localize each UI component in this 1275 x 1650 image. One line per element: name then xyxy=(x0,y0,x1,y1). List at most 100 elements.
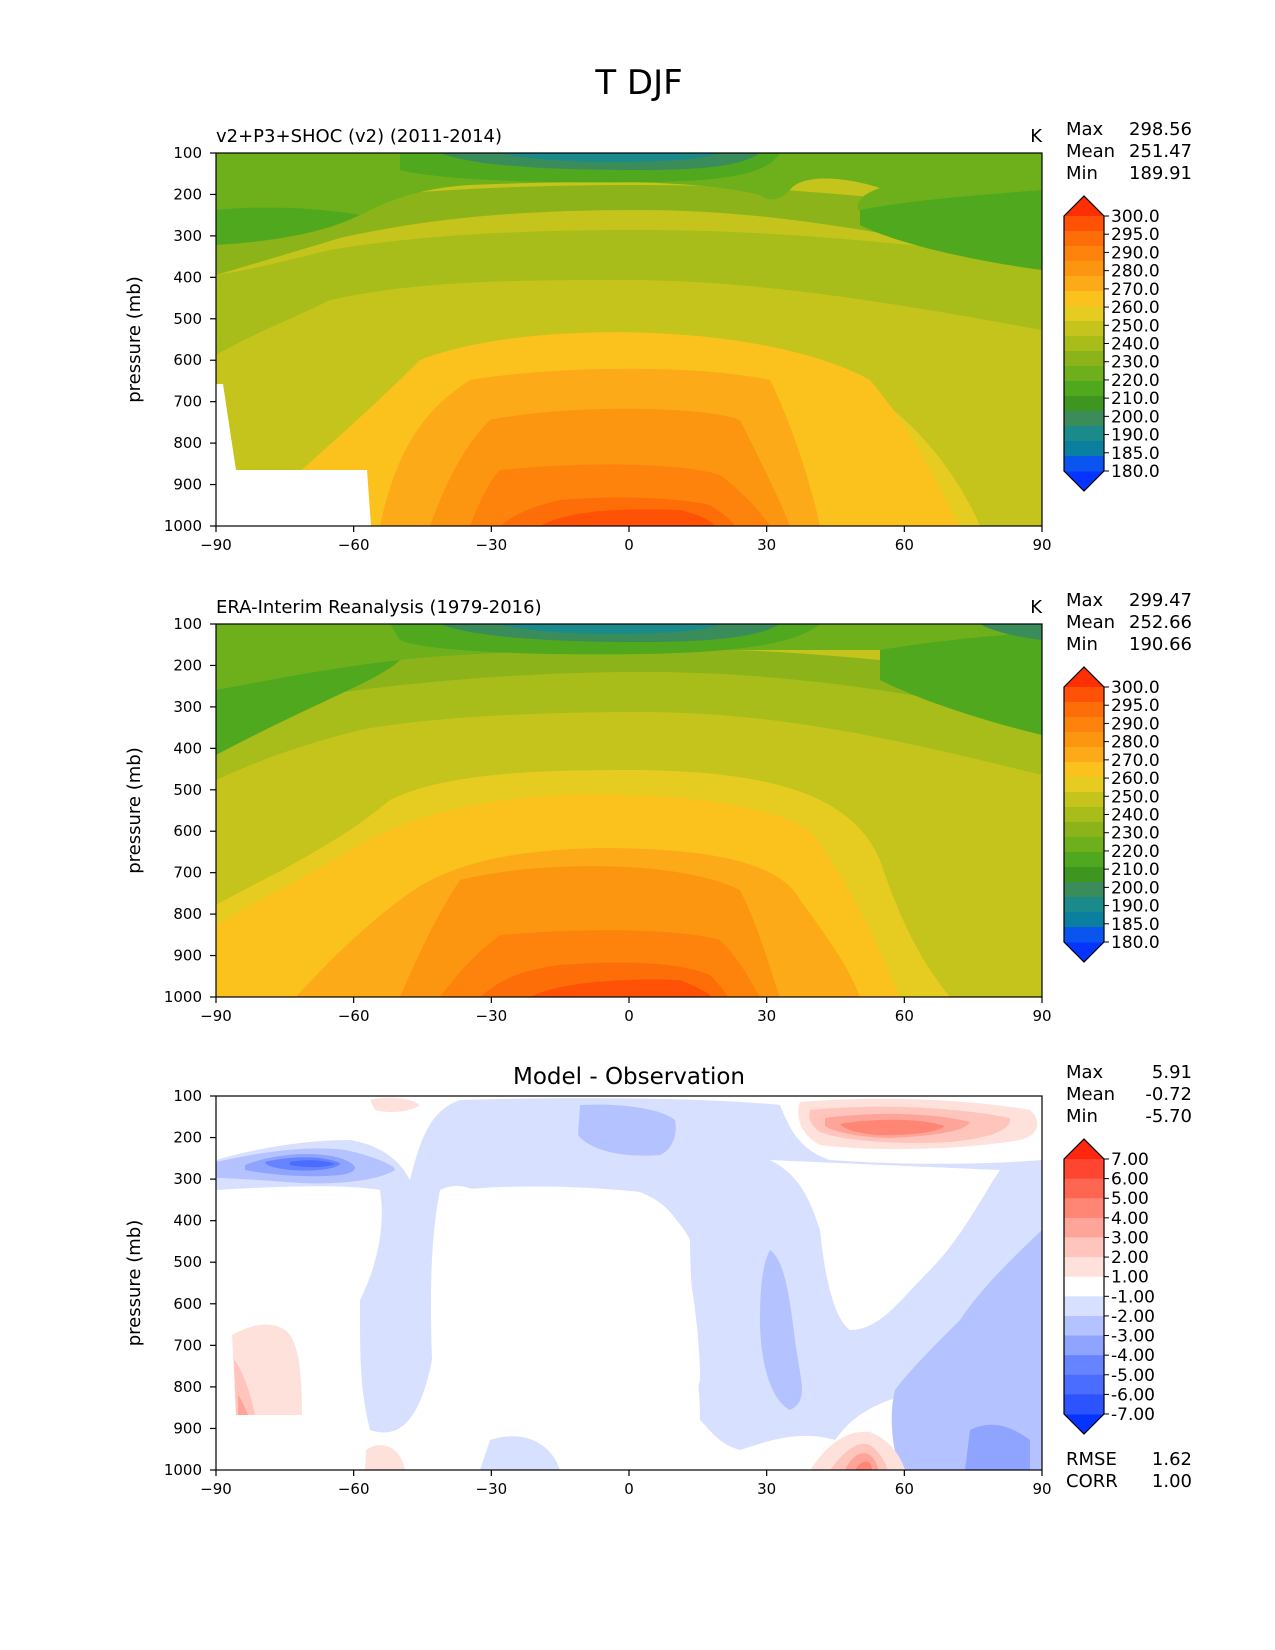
y-tick-label: 600 xyxy=(173,1295,202,1313)
x-tick-label: 0 xyxy=(624,1007,634,1025)
colorbar-swatch xyxy=(1064,762,1104,778)
colorbar-swatch xyxy=(1064,1394,1104,1415)
y-axis-label: pressure (mb) xyxy=(124,1220,145,1346)
panel-model: v2+P3+SHOC (v2) (2011-2014) K Max 298.56… xyxy=(124,119,1192,554)
obs-panel-title: ERA-Interim Reanalysis (1979-2016) xyxy=(216,597,542,618)
colorbar-swatch xyxy=(1064,1315,1104,1337)
colorbar-tick-label: 300.0 xyxy=(1111,678,1160,698)
diff-rmse-value: 1.62 xyxy=(1152,1449,1192,1470)
colorbar-extend-max xyxy=(1064,667,1104,687)
colorbar-swatch xyxy=(1064,1159,1104,1180)
y-tick-label: 300 xyxy=(173,698,202,716)
diff-corr-label: CORR xyxy=(1066,1471,1118,1492)
colorbar-tick-label: 270.0 xyxy=(1111,751,1160,771)
colorbar-swatch xyxy=(1064,1178,1104,1199)
colorbar-tick-label: 230.0 xyxy=(1111,353,1160,373)
colorbar-tick-label: -5.00 xyxy=(1111,1366,1155,1386)
y-tick-label: 1000 xyxy=(164,1461,202,1479)
obs-stat-max-value: 299.47 xyxy=(1129,590,1192,611)
colorbar-tick-label: 1.00 xyxy=(1111,1268,1149,1288)
colorbar-swatch xyxy=(1064,1257,1104,1278)
colorbar-tick-label: 295.0 xyxy=(1111,696,1160,716)
diff-stat-min-label: Min xyxy=(1066,1106,1098,1127)
y-tick-label: 100 xyxy=(173,1087,202,1105)
x-tick-label: −90 xyxy=(200,536,232,554)
y-tick-label: 100 xyxy=(173,144,202,162)
colorbar-extend-min xyxy=(1064,1414,1104,1434)
colorbar-swatch xyxy=(1064,321,1104,337)
x-tick-label: 90 xyxy=(1032,1480,1051,1498)
x-tick-label: −60 xyxy=(338,1480,370,1498)
x-tick-label: 30 xyxy=(757,536,776,554)
colorbar-tick-label: 180.0 xyxy=(1111,933,1160,953)
obs-stat-max-label: Max xyxy=(1066,590,1104,611)
x-tick-label: −30 xyxy=(476,1480,508,1498)
colorbar-swatch xyxy=(1064,1198,1104,1219)
obs-colorbar: 300.0295.0290.0280.0270.0260.0250.0240.0… xyxy=(1063,666,1160,963)
colorbar-swatch xyxy=(1064,1237,1104,1258)
colorbar-tick-label: 190.0 xyxy=(1111,426,1160,446)
x-tick-label: −90 xyxy=(200,1480,232,1498)
x-tick-label: 60 xyxy=(895,1007,914,1025)
colorbar-tick-label: 190.0 xyxy=(1111,897,1160,917)
x-tick-label: −60 xyxy=(338,536,370,554)
y-tick-label: 800 xyxy=(173,1378,202,1396)
y-tick-label: 800 xyxy=(173,905,202,923)
colorbar-tick-label: 280.0 xyxy=(1111,733,1160,753)
model-axes: −90 −60 −30 0 30 60 90 100 200 300 400 500 600 700 800… xyxy=(124,144,1052,554)
colorbar-swatch xyxy=(1064,1276,1104,1297)
colorbar-tick-label: 185.0 xyxy=(1111,444,1160,464)
colorbar-extend-max xyxy=(1064,1139,1104,1159)
colorbar-tick-label: 290.0 xyxy=(1111,714,1160,734)
colorbar-tick-label: 250.0 xyxy=(1111,787,1160,807)
colorbar-swatch xyxy=(1064,216,1104,232)
y-tick-label: 900 xyxy=(173,947,202,965)
colorbar-tick-label: -1.00 xyxy=(1111,1287,1155,1307)
x-tick-label: −30 xyxy=(476,536,508,554)
y-tick-label: 1000 xyxy=(164,517,202,535)
diff-metrics: RMSE 1.62 CORR 1.00 xyxy=(1066,1449,1192,1492)
colorbar-swatch xyxy=(1064,1335,1104,1356)
diff-rmse-label: RMSE xyxy=(1066,1449,1117,1470)
panel-difference: Model - Observation Max 5.91 Mean -0.72 … xyxy=(124,1062,1192,1498)
colorbar-swatch xyxy=(1064,717,1104,733)
colorbar-extend-max xyxy=(1064,196,1104,216)
colorbar-swatch xyxy=(1064,702,1104,718)
colorbar-swatch xyxy=(1064,687,1104,703)
colorbar-swatch xyxy=(1064,411,1104,427)
y-tick-label: 600 xyxy=(173,822,202,840)
diff-axes: −90 −60 −30 0 30 60 90 100 200 300 400 500 600 700 800… xyxy=(124,1087,1052,1498)
model-stat-min-label: Min xyxy=(1066,163,1098,184)
diff-stats: Max 5.91 Mean -0.72 Min -5.70 xyxy=(1066,1062,1192,1127)
y-tick-label: 300 xyxy=(173,1170,202,1188)
diff-corr-value: 1.00 xyxy=(1152,1471,1192,1492)
colorbar-swatch xyxy=(1064,381,1104,397)
model-panel-title: v2+P3+SHOC (v2) (2011-2014) xyxy=(216,126,502,147)
diff-stat-mean-value: -0.72 xyxy=(1145,1084,1192,1105)
diff-stat-mean-label: Mean xyxy=(1066,1084,1115,1105)
y-tick-label: 600 xyxy=(173,351,202,369)
colorbar-tick-label: 280.0 xyxy=(1111,262,1160,282)
colorbar-tick-label: 185.0 xyxy=(1111,915,1160,935)
colorbar-tick-label: 240.0 xyxy=(1111,335,1160,355)
colorbar-tick-label: 220.0 xyxy=(1111,842,1160,862)
y-axis-label: pressure (mb) xyxy=(124,747,145,873)
x-tick-label: −60 xyxy=(338,1007,370,1025)
colorbar-swatch xyxy=(1064,366,1104,382)
colorbar-tick-label: 5.00 xyxy=(1111,1189,1149,1209)
model-stat-max-value: 298.56 xyxy=(1129,119,1192,140)
colorbar-tick-label: 4.00 xyxy=(1111,1209,1149,1229)
obs-axes: −90 −60 −30 0 30 60 90 100 200 300 400 500 600 700 800… xyxy=(124,615,1052,1025)
model-stat-min-value: 189.91 xyxy=(1129,163,1192,184)
y-tick-label: 700 xyxy=(173,864,202,882)
colorbar-swatch xyxy=(1064,351,1104,367)
colorbar-swatch xyxy=(1064,231,1104,247)
colorbar-swatch xyxy=(1064,1296,1104,1317)
colorbar-swatch xyxy=(1064,897,1104,913)
colorbar-tick-label: 260.0 xyxy=(1111,769,1160,789)
colorbar-swatch xyxy=(1064,777,1104,793)
y-tick-label: 200 xyxy=(173,1129,202,1147)
colorbar-swatch xyxy=(1064,822,1104,838)
colorbar-tick-label: 7.00 xyxy=(1111,1150,1149,1170)
y-tick-label: 800 xyxy=(173,434,202,452)
